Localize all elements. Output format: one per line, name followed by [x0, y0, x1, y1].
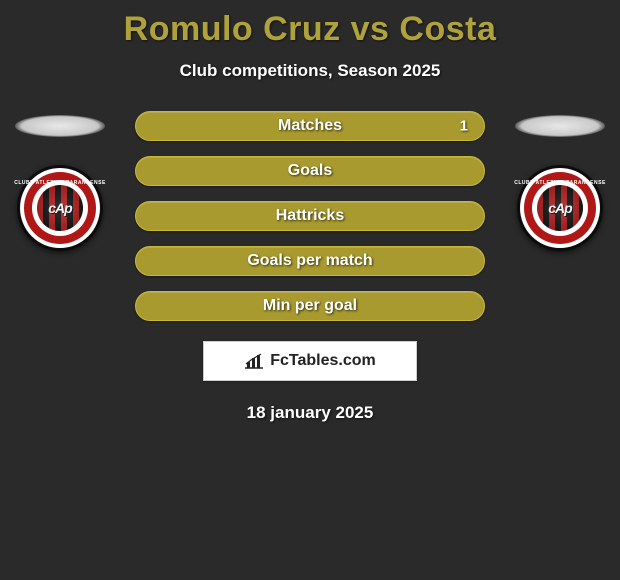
stat-label: Goals per match: [247, 252, 372, 270]
comparison-row: CLUBE ATLETICO PARANAENSE 1924 cAp Match…: [0, 111, 620, 321]
player-shadow: [15, 115, 105, 137]
brand-watermark: FcTables.com: [203, 341, 417, 381]
date-line: 18 january 2025: [0, 403, 620, 423]
left-player-col: CLUBE ATLETICO PARANAENSE 1924 cAp: [10, 111, 110, 251]
left-club-badge: CLUBE ATLETICO PARANAENSE 1924 cAp: [17, 165, 103, 251]
stat-label: Matches: [278, 117, 342, 135]
bar-chart-icon: [244, 353, 264, 369]
stat-bar-goals-per-match: Goals per match: [135, 246, 485, 276]
stat-label: Hattricks: [276, 207, 344, 225]
stat-label: Goals: [288, 162, 332, 180]
subtitle: Club competitions, Season 2025: [0, 61, 620, 81]
right-club-badge: CLUBE ATLETICO PARANAENSE 1924 cAp: [517, 165, 603, 251]
stats-column: Matches 1 Goals Hattricks Goals per matc…: [135, 111, 485, 321]
stat-bar-matches: Matches 1: [135, 111, 485, 141]
brand-text: FcTables.com: [270, 352, 376, 370]
stat-label: Min per goal: [263, 297, 357, 315]
badge-initials: cAp: [548, 200, 571, 216]
stat-bar-goals: Goals: [135, 156, 485, 186]
page-title: Romulo Cruz vs Costa: [0, 0, 620, 49]
player-shadow: [515, 115, 605, 137]
stat-right-value: 1: [460, 118, 468, 135]
stat-bar-hattricks: Hattricks: [135, 201, 485, 231]
stat-bar-min-per-goal: Min per goal: [135, 291, 485, 321]
right-player-col: CLUBE ATLETICO PARANAENSE 1924 cAp: [510, 111, 610, 251]
badge-initials: cAp: [48, 200, 71, 216]
